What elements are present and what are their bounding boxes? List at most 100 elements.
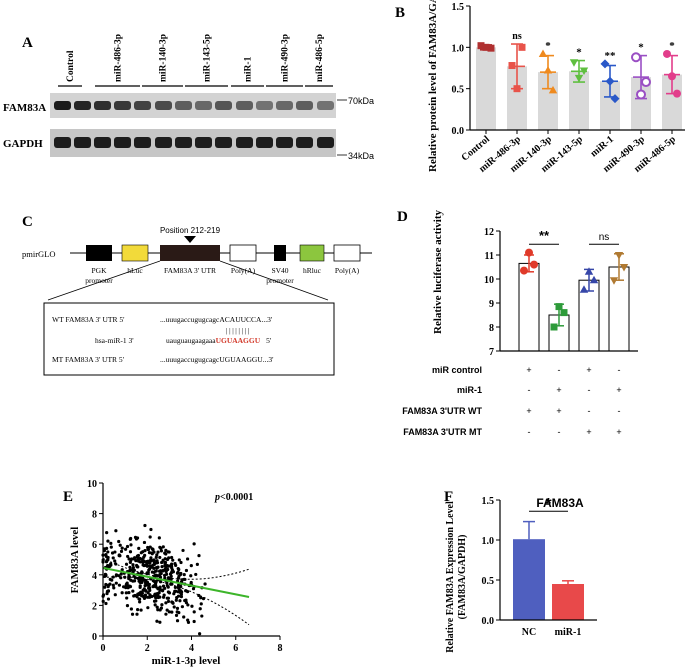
scatter-point (200, 614, 204, 618)
scatter-point (167, 556, 171, 560)
scatter-point (176, 583, 181, 587)
scatter-point (197, 554, 201, 558)
mir-seq: uauguaugaagaaaUGUAAGGU 5' (166, 336, 272, 345)
scatter-point (164, 601, 168, 605)
scatter-point (203, 582, 207, 586)
panel-c: C Position 212-219 pmirGLO PGK promoter … (22, 214, 372, 376)
position-marker (184, 236, 196, 243)
panel-f-letter: F (444, 489, 453, 505)
pgk-label: PGK (91, 266, 107, 275)
data-point (609, 277, 619, 285)
scatter-point (145, 564, 149, 568)
scatter-point (166, 599, 171, 604)
scatter-point (125, 581, 129, 585)
scatter-point (156, 593, 160, 597)
sv40-label: SV40 (271, 266, 288, 275)
scatter-point (136, 608, 140, 612)
scatter-point (160, 560, 164, 565)
scatter-point (125, 604, 130, 608)
data-point (487, 44, 495, 52)
data-point (614, 252, 624, 260)
scatter-point (155, 553, 159, 557)
y-tick-label: 0 (92, 632, 97, 643)
x-tick-label: 6 (233, 643, 238, 654)
scatter-point (172, 605, 176, 609)
condition-sign: - (618, 365, 621, 375)
data-point (589, 275, 599, 284)
scatter-point (165, 596, 169, 600)
scatter-point (158, 572, 162, 577)
scatter-point (128, 550, 133, 554)
lane-label: miR-486-5p (315, 34, 325, 82)
scatter-point (106, 597, 111, 601)
scatter-point (112, 586, 116, 590)
scatter-point (186, 620, 191, 625)
panel-f-ylabel-2: (FAM83A/GAPDH) (457, 535, 468, 620)
scatter-point (137, 546, 141, 550)
data-point (619, 264, 629, 272)
scatter-point (181, 548, 185, 553)
scatter-points (101, 523, 207, 636)
scatter-point (105, 546, 109, 550)
scatter-point (142, 555, 146, 559)
scatter-point (138, 600, 142, 604)
y-tick-label: 1.0 (452, 43, 465, 54)
confidence-band-lower (102, 576, 250, 626)
lane-label: miR-143-5p (203, 34, 213, 82)
bar-b (631, 77, 651, 130)
scatter-point (184, 601, 189, 605)
significance-label: ** (539, 228, 550, 243)
scatter-point (185, 557, 190, 561)
y-tick-label: 1.5 (452, 2, 465, 13)
bar-b (569, 71, 589, 130)
scatter-point (132, 557, 136, 561)
scatter-point (105, 591, 109, 596)
scatter-point (158, 545, 162, 549)
fam83a-band (134, 101, 151, 110)
scatter-point (125, 544, 130, 549)
data-point (610, 94, 620, 104)
fam83a-band (114, 101, 131, 110)
scatter-point (163, 551, 167, 555)
data-point (663, 49, 671, 58)
gapdh-band (155, 137, 172, 148)
fam83a-band (276, 101, 293, 110)
blot-gapdh-membrane (50, 129, 336, 157)
condition-sign: + (556, 385, 561, 395)
scatter-point (136, 576, 140, 580)
fam83a-band (236, 101, 253, 110)
x-tick-label: NC (522, 627, 536, 638)
panel-f: F FAM83A Relative FAM83A Expression Leve… (444, 489, 597, 653)
data-point (555, 303, 563, 311)
scatter-point (163, 567, 167, 571)
fam83a-band (155, 101, 172, 110)
condition-sign: + (556, 406, 561, 416)
pgk-block (86, 245, 112, 261)
position-label: Position 212-219 (160, 226, 221, 235)
panel-d: D Relative luciferase activity ** ns 7 8 9 10… (397, 209, 638, 437)
zoom-line-left (47, 260, 161, 301)
blot-fam83a-membrane (50, 93, 336, 118)
condition-sign: + (526, 406, 531, 416)
scatter-point (160, 603, 164, 607)
scatter-point (142, 563, 146, 568)
gapdh-band (256, 137, 273, 148)
scatter-point (192, 542, 196, 546)
panel-a-letter: A (22, 35, 33, 51)
scatter-point (159, 549, 163, 553)
scatter-point (131, 589, 135, 593)
lane-label: miR-486-3p (114, 34, 124, 82)
y-tick-label: 0.0 (482, 616, 495, 627)
scatter-point (171, 558, 175, 562)
scatter-point (170, 570, 174, 574)
panel-b-ylabel: Relative protein level of FAM83A/GAPDH (427, 0, 439, 172)
scatter-point (151, 563, 155, 567)
y-tick-label: 2 (92, 601, 97, 612)
significance-label: * (576, 47, 582, 59)
scatter-point (150, 547, 154, 551)
scatter-point (118, 543, 122, 547)
scatter-point (156, 550, 160, 554)
blot-fam83a-label: FAM83A (3, 102, 46, 114)
scatter-point (153, 594, 157, 598)
blot-gapdh: GAPDH 34kDa (3, 129, 374, 161)
